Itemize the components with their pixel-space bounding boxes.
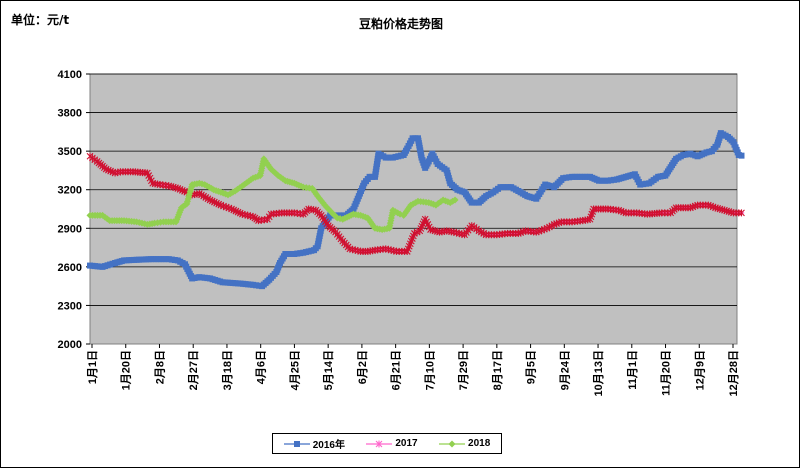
- y-tick-label: 4100: [58, 69, 82, 81]
- x-tick-label: 2月27日: [187, 350, 200, 390]
- legend-item: 2018: [439, 438, 490, 449]
- y-tick-label: 2300: [58, 300, 82, 312]
- y-tick-label: 3200: [58, 185, 82, 197]
- x-tick-label: 4月6日: [255, 350, 268, 384]
- legend-label: 2016年: [312, 440, 345, 451]
- x-tick-label: 12月9日: [693, 350, 706, 390]
- x-tick-label: 4月25日: [288, 350, 301, 390]
- x-tick-label: 7月10日: [423, 350, 436, 390]
- gridlines: [90, 73, 737, 306]
- x-tick-label: 12月28日: [727, 350, 740, 396]
- x-tick-label: 11月1日: [626, 350, 639, 390]
- data-point: [451, 196, 459, 204]
- y-tick-label: 3800: [58, 108, 82, 120]
- plot-area: [89, 73, 738, 345]
- y-tick-label: 3500: [58, 146, 82, 158]
- x-tick-label: 6月2日: [356, 350, 369, 384]
- unit-label: 单位：元/t: [11, 13, 70, 27]
- legend-swatch-square: [283, 440, 310, 447]
- legend-label: 2017: [395, 438, 418, 449]
- series-0: [87, 130, 745, 290]
- x-tick-label: 5月14日: [322, 350, 335, 390]
- legend-swatch-diamond: [439, 440, 466, 447]
- series-layer: [86, 130, 745, 290]
- y-axis: 2000 2300 2600 2900 3200 3500 3800 4100: [58, 69, 90, 351]
- chart-title: 豆粕价格走势图: [358, 17, 443, 31]
- legend-label: 2018: [468, 438, 491, 449]
- x-tick-label: 2月8日: [153, 350, 166, 384]
- x-tick-label: 9月24日: [558, 350, 571, 390]
- y-tick-label: 2600: [58, 262, 82, 274]
- x-tick-label: 1月20日: [120, 350, 133, 390]
- data-point: [738, 209, 745, 217]
- x-tick-label: 9月5日: [525, 350, 538, 384]
- x-tick-label: 6月21日: [390, 350, 403, 390]
- chart-svg: 2000 2300 2600 2900 3200 3500 3800 4100 1月1日 1月2…: [58, 69, 745, 396]
- series-1: [86, 152, 745, 255]
- x-tick-label: 8月17日: [491, 350, 504, 390]
- data-point: [738, 152, 745, 159]
- x-axis: 1月1日 1月20日 2月8日 2月27日 3月18日 4月6日 4月25日 5月14日 6月2…: [86, 344, 740, 396]
- x-tick-label: 10月13日: [592, 350, 605, 396]
- y-tick-label: 2000: [58, 339, 82, 351]
- series-2: [86, 155, 459, 234]
- x-tick-label: 3月18日: [221, 350, 234, 390]
- x-tick-label: 7月29日: [457, 350, 470, 390]
- legend-item: 2017: [366, 438, 418, 449]
- legend-item: 2016年: [283, 436, 345, 451]
- x-tick-label: 11月20日: [660, 350, 673, 396]
- y-tick-label: 2900: [58, 223, 82, 235]
- legend-swatch-x: [366, 440, 393, 447]
- x-tick-label: 1月1日: [86, 350, 99, 384]
- legend: 2016年 2017 2018: [272, 433, 502, 454]
